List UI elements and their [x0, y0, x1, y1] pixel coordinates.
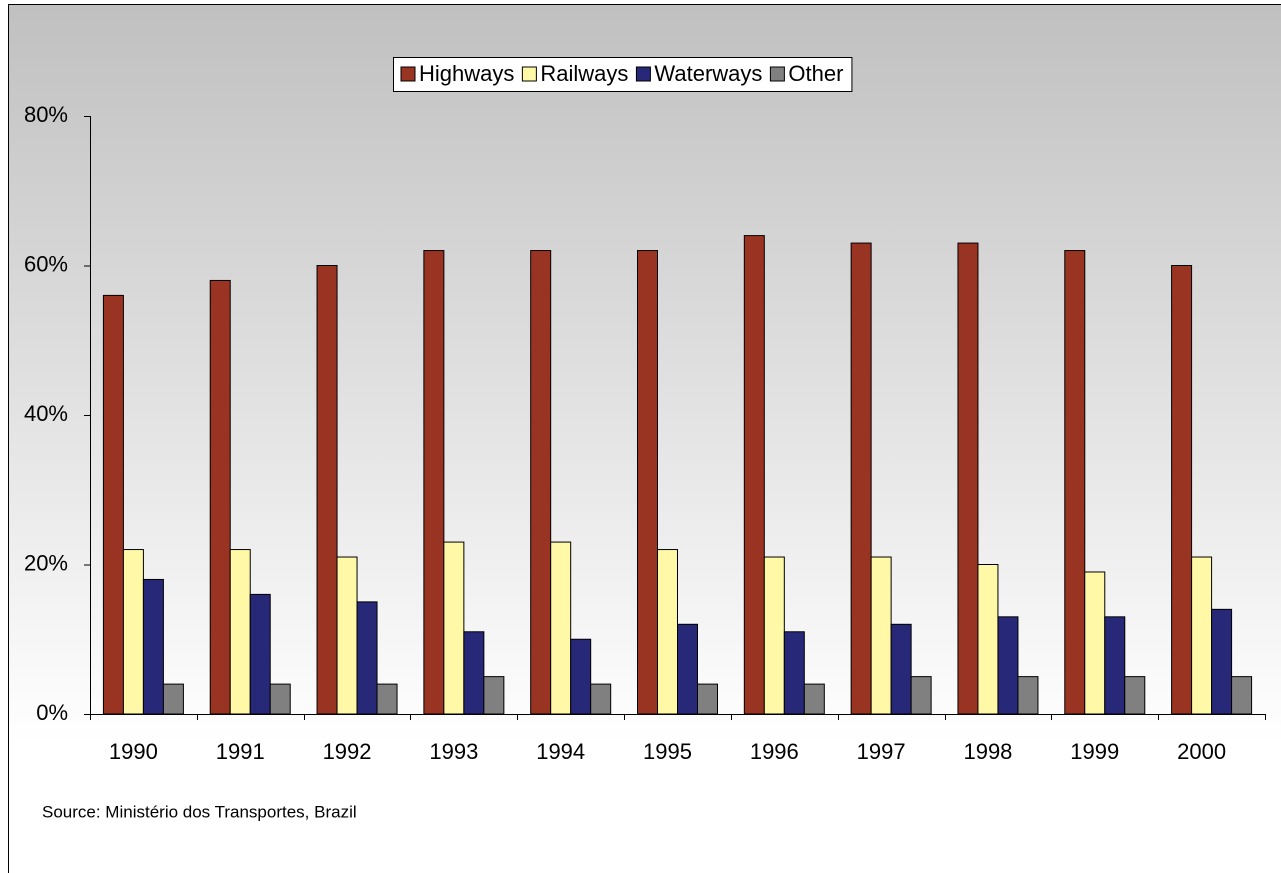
- x-tick-label: 1995: [643, 739, 692, 764]
- bar: [550, 541, 572, 715]
- bar: [870, 556, 892, 715]
- legend-label: Waterways: [654, 61, 762, 86]
- y-tick-label: 60%: [24, 251, 68, 276]
- bar: [423, 250, 445, 715]
- bar: [122, 549, 144, 715]
- legend-label: Highways: [419, 61, 514, 86]
- bar: [590, 683, 612, 715]
- bar: [1211, 608, 1233, 715]
- bar: [356, 601, 378, 715]
- x-tick-label: 1990: [109, 739, 158, 764]
- bar: [142, 578, 164, 715]
- bar: [336, 556, 358, 715]
- x-tick-label: 1993: [429, 739, 478, 764]
- x-tick-label: 1992: [323, 739, 372, 764]
- x-tick-label: 1998: [963, 739, 1012, 764]
- y-tick-label: 80%: [24, 102, 68, 127]
- bar: [102, 294, 124, 715]
- y-tick-label: 0%: [36, 700, 68, 725]
- legend-swatch: [400, 66, 416, 82]
- bar: [316, 265, 338, 715]
- bar: [637, 250, 658, 715]
- y-tick-label: 40%: [24, 401, 68, 426]
- bar: [910, 676, 932, 715]
- bar: [530, 250, 552, 715]
- bar: [997, 616, 1019, 715]
- bar: [763, 556, 785, 715]
- x-tick-label: 1996: [750, 739, 799, 764]
- source-note: Source: Ministério dos Transportes, Braz…: [42, 802, 357, 821]
- bar: [850, 242, 872, 715]
- bar: [483, 676, 505, 715]
- legend-swatch: [635, 66, 651, 82]
- bar: [743, 235, 765, 715]
- bar: [957, 242, 979, 715]
- bar: [1084, 571, 1106, 715]
- bar: [570, 638, 592, 715]
- bar: [783, 631, 805, 715]
- bar: [677, 623, 698, 715]
- x-tick-label: 1997: [857, 739, 906, 764]
- x-tick-label: 2000: [1177, 739, 1226, 764]
- legend-label: Railways: [540, 61, 628, 86]
- bar: [162, 683, 184, 715]
- bar: [229, 549, 251, 715]
- y-tick-label: 20%: [24, 550, 68, 575]
- bar: [209, 279, 231, 715]
- bar: [376, 683, 398, 715]
- bar: [657, 549, 678, 715]
- legend-label: Other: [788, 61, 843, 86]
- legend-swatch: [769, 66, 785, 82]
- bar: [697, 683, 718, 715]
- bar: [1231, 676, 1253, 715]
- bar: [463, 631, 485, 715]
- bar: [1171, 265, 1193, 715]
- bar: [803, 683, 825, 715]
- bar: [443, 541, 465, 715]
- x-tick-label: 1994: [536, 739, 585, 764]
- bar: [269, 683, 291, 715]
- x-tick-label: 1991: [216, 739, 265, 764]
- x-tick-label: 1999: [1070, 739, 1119, 764]
- bar: [249, 593, 271, 715]
- bar: [1017, 676, 1039, 715]
- bar: [977, 564, 999, 715]
- legend-swatch: [521, 66, 537, 82]
- bar: [1064, 250, 1086, 715]
- bar: [1104, 616, 1126, 715]
- bar: [890, 623, 912, 715]
- bar: [1191, 556, 1213, 715]
- bar: [1124, 676, 1146, 715]
